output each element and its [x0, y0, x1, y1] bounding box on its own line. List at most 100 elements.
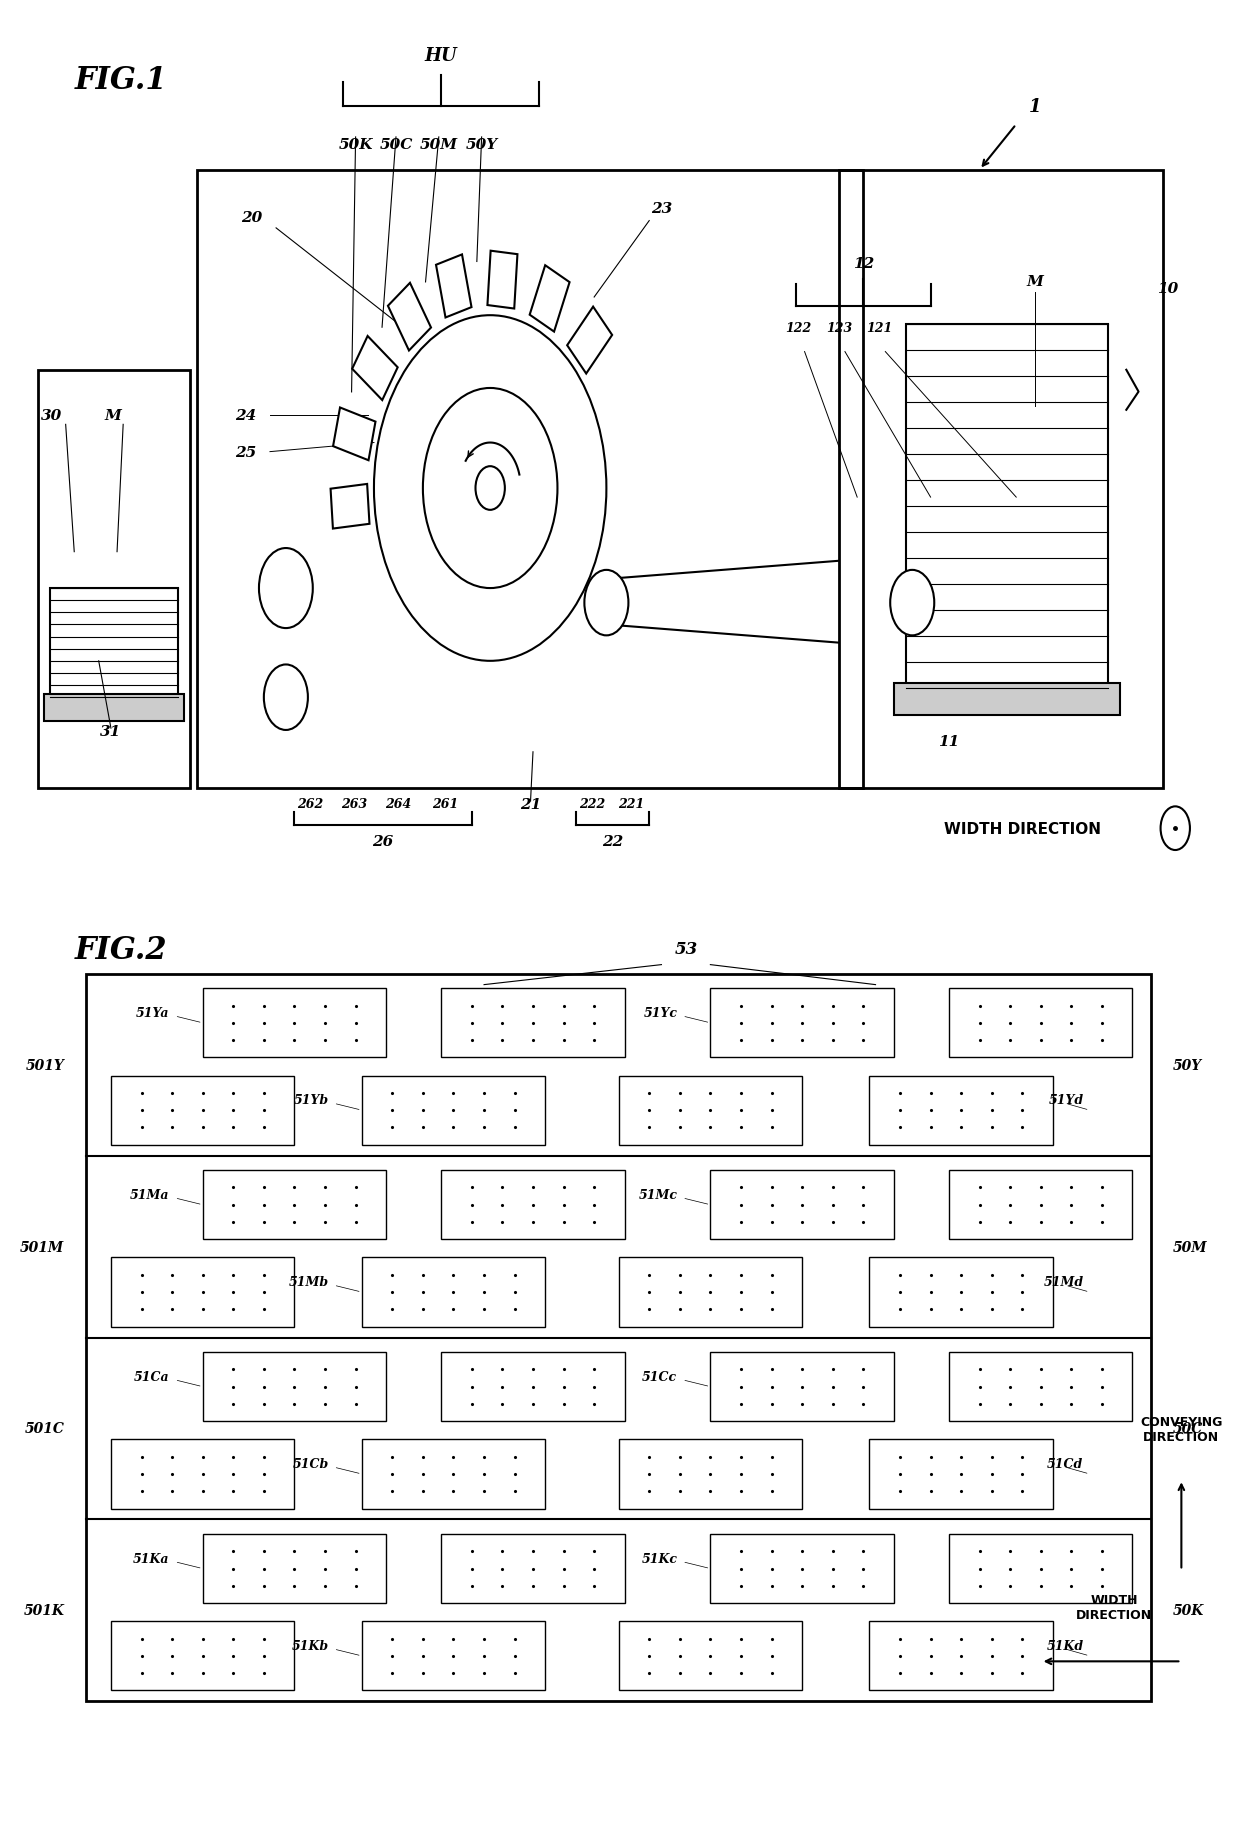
- Bar: [441, 1352, 625, 1422]
- Bar: [869, 1440, 1053, 1510]
- Bar: [949, 989, 1132, 1057]
- Bar: [110, 1621, 294, 1691]
- Bar: [37, 370, 191, 790]
- Bar: [110, 1259, 294, 1326]
- Text: 501C: 501C: [25, 1422, 64, 1436]
- Text: 51Ya: 51Ya: [136, 1006, 170, 1019]
- Text: 21: 21: [520, 797, 541, 812]
- Text: 53: 53: [675, 942, 698, 958]
- Text: 30: 30: [41, 409, 62, 423]
- Bar: [619, 1259, 802, 1326]
- Bar: [202, 989, 386, 1057]
- Polygon shape: [436, 255, 471, 319]
- Text: 50K: 50K: [339, 137, 373, 152]
- Text: 51Mc: 51Mc: [639, 1189, 677, 1202]
- Polygon shape: [334, 409, 376, 462]
- Text: M: M: [105, 409, 122, 423]
- Text: 51Ka: 51Ka: [133, 1552, 170, 1565]
- Text: FIG.1: FIG.1: [74, 66, 167, 95]
- Text: CONVEYING
DIRECTION: CONVEYING DIRECTION: [1141, 1416, 1223, 1444]
- Text: 123: 123: [826, 321, 852, 335]
- Bar: [202, 1171, 386, 1240]
- Bar: [362, 1440, 546, 1510]
- Bar: [711, 1352, 894, 1422]
- Circle shape: [475, 467, 505, 511]
- Polygon shape: [529, 266, 569, 332]
- Bar: [197, 170, 863, 790]
- Bar: [87, 975, 1151, 1702]
- Bar: [619, 1440, 802, 1510]
- Bar: [949, 1171, 1132, 1240]
- Bar: [838, 170, 1163, 790]
- Text: 50M: 50M: [419, 137, 458, 152]
- Bar: [110, 1440, 294, 1510]
- Text: 20: 20: [241, 211, 262, 225]
- Text: 50Y: 50Y: [465, 137, 497, 152]
- Polygon shape: [331, 485, 370, 529]
- Text: 51Ca: 51Ca: [134, 1370, 170, 1383]
- Text: 263: 263: [341, 797, 367, 812]
- Text: 12: 12: [853, 256, 874, 271]
- Text: 51Kb: 51Kb: [291, 1640, 329, 1652]
- Text: 23: 23: [651, 202, 672, 216]
- Bar: [43, 694, 185, 722]
- Text: 51Cc: 51Cc: [642, 1370, 677, 1383]
- Text: 121: 121: [866, 321, 893, 335]
- Text: 51Kd: 51Kd: [1047, 1640, 1084, 1652]
- Text: 51Mb: 51Mb: [289, 1275, 329, 1288]
- Text: 501Y: 501Y: [26, 1059, 64, 1072]
- Bar: [869, 1259, 1053, 1326]
- Bar: [949, 1352, 1132, 1422]
- Text: 122: 122: [785, 321, 812, 335]
- Text: 501K: 501K: [24, 1603, 64, 1618]
- Bar: [362, 1075, 546, 1145]
- Bar: [362, 1259, 546, 1326]
- Bar: [441, 989, 625, 1057]
- Text: FIG.2: FIG.2: [74, 934, 167, 965]
- Text: 26: 26: [372, 834, 394, 848]
- Text: HU: HU: [425, 48, 458, 66]
- Text: M: M: [1027, 275, 1043, 289]
- Bar: [869, 1075, 1053, 1145]
- Bar: [441, 1533, 625, 1603]
- Text: 51Cd: 51Cd: [1048, 1456, 1084, 1471]
- Circle shape: [259, 550, 312, 628]
- Text: 22: 22: [601, 834, 624, 848]
- Bar: [619, 1621, 802, 1691]
- Text: 51Ma: 51Ma: [130, 1189, 170, 1202]
- Text: 261: 261: [432, 797, 458, 812]
- Text: 1: 1: [1028, 99, 1040, 115]
- Polygon shape: [487, 251, 517, 310]
- Bar: [711, 1533, 894, 1603]
- Text: 51Md: 51Md: [1043, 1275, 1084, 1288]
- Text: 50Y: 50Y: [1173, 1059, 1202, 1072]
- Text: 10: 10: [1157, 282, 1178, 295]
- Text: 51Yc: 51Yc: [644, 1006, 677, 1019]
- Text: 221: 221: [618, 797, 644, 812]
- Polygon shape: [352, 337, 398, 401]
- Bar: [894, 683, 1120, 716]
- Text: 50K: 50K: [1173, 1603, 1204, 1618]
- Bar: [362, 1621, 546, 1691]
- Bar: [202, 1533, 386, 1603]
- Text: WIDTH
DIRECTION: WIDTH DIRECTION: [1076, 1594, 1152, 1621]
- Bar: [202, 1352, 386, 1422]
- Circle shape: [584, 570, 629, 636]
- Bar: [711, 1171, 894, 1240]
- Bar: [50, 588, 179, 698]
- Text: 25: 25: [234, 445, 257, 460]
- Bar: [619, 1075, 802, 1145]
- Text: WIDTH DIRECTION: WIDTH DIRECTION: [944, 821, 1101, 837]
- Text: 50M: 50M: [1173, 1240, 1208, 1253]
- Bar: [441, 1171, 625, 1240]
- Text: 51Kc: 51Kc: [641, 1552, 677, 1565]
- Bar: [711, 989, 894, 1057]
- Bar: [869, 1621, 1053, 1691]
- Text: 51Yb: 51Yb: [294, 1094, 329, 1107]
- Text: 51Yd: 51Yd: [1048, 1094, 1084, 1107]
- Circle shape: [264, 665, 308, 731]
- Bar: [949, 1533, 1132, 1603]
- Text: 264: 264: [386, 797, 412, 812]
- Text: 222: 222: [579, 797, 605, 812]
- Text: 50C: 50C: [1173, 1422, 1203, 1436]
